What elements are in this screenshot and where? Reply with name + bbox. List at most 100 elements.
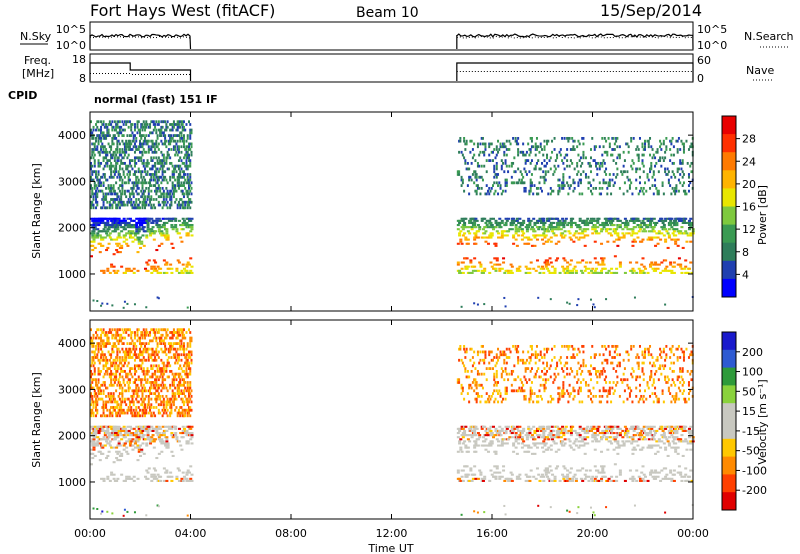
velocity-echo-cell (122, 381, 125, 384)
velocity-echo-cell (113, 328, 116, 332)
power-echo-cell (601, 186, 604, 190)
nsearch-dot (588, 36, 590, 38)
velocity-echo-cell (123, 411, 126, 415)
velocity-echo-cell (167, 425, 171, 428)
power-echo-cell (182, 267, 186, 270)
velocity-echo-cell (132, 475, 136, 478)
velocity-echo-cell (145, 389, 148, 393)
power-echo-cell (111, 136, 114, 140)
power-echo-cell (142, 142, 145, 146)
power-echo-cell (584, 267, 588, 270)
power-echo-cell (144, 221, 148, 224)
power-echo-cell (680, 267, 684, 270)
power-echo-cell (479, 265, 483, 268)
power-echo-cell (184, 206, 187, 210)
power-echo-cell (131, 206, 134, 210)
velocity-echo-cell (116, 353, 119, 357)
power-echo-cell (169, 142, 172, 146)
freq-trace (89, 62, 694, 81)
power-echo-cell (176, 139, 179, 143)
power-echo-cell (623, 271, 627, 274)
velocity-echo-cell (167, 400, 170, 404)
power-echo-cell (546, 261, 550, 264)
power-echo-cell (586, 234, 590, 237)
power-echo-cell (136, 221, 140, 224)
power-echo-cell (596, 219, 600, 222)
power-echo-cell (626, 170, 629, 174)
velocity-echo-cell (120, 333, 123, 337)
power-echo-cell (524, 161, 527, 165)
power-echo-cell (165, 195, 168, 199)
velocity-echo-cell (162, 434, 166, 437)
nsearch-dot (585, 36, 587, 38)
velocity-echo-cell (149, 442, 153, 445)
power-echo-cell (187, 263, 191, 266)
power-echo-cell (600, 242, 604, 245)
power-echo-cell (162, 192, 165, 196)
power-echo-cell (566, 181, 569, 185)
power-echo-cell (623, 223, 627, 227)
power-echo-cell (118, 236, 122, 239)
velocity-echo-cell (177, 342, 180, 345)
power-echo-cell (562, 173, 565, 176)
power-y-axis-label: Slant Range [km] (30, 163, 43, 259)
power-echo-cell (130, 148, 133, 151)
nave-dot (543, 71, 545, 72)
power-echo-cell (654, 164, 657, 168)
velocity-echo-cell (157, 383, 160, 387)
power-echo-cell (138, 128, 141, 132)
velocity-echo-cell (102, 477, 106, 480)
power-echo-cell (166, 238, 170, 241)
velocity-echo-cell (127, 333, 130, 337)
velocity-echo-cell (179, 444, 183, 447)
power-echo-cell (171, 181, 174, 185)
velocity-echo-cell (177, 408, 180, 412)
power-echo-cell (598, 223, 602, 227)
power-echo-cell (166, 192, 169, 196)
power-echo-cell (116, 131, 119, 135)
velocity-echo-cell (120, 411, 123, 415)
power-echo-cell (190, 271, 194, 274)
power-echo-cell (122, 221, 126, 224)
velocity-echo-cell (95, 381, 98, 384)
velocity-echo-cell (118, 406, 121, 409)
power-echo-cell (125, 221, 129, 224)
nave-dot (654, 71, 656, 72)
power-echo-cell (557, 178, 560, 182)
power-echo-cell (167, 217, 171, 220)
velocity-echo-cell (161, 328, 164, 332)
power-echo-cell (102, 228, 106, 231)
power-echo-cell (459, 230, 463, 233)
velocity-echo-cell (146, 434, 150, 437)
velocity-echo-cell (110, 364, 113, 368)
power-echo-cell (179, 164, 182, 168)
nsearch-dot (474, 37, 476, 39)
velocity-echo-cell (90, 328, 92, 332)
velocity-echo-cell (110, 446, 114, 449)
velocity-echo-cell (102, 331, 105, 334)
power-echo-cell (508, 164, 511, 168)
power-echo-cell (689, 217, 693, 220)
power-echo-cell (517, 221, 521, 224)
velocity-echo-cell (169, 471, 173, 474)
velocity-echo-cell (136, 429, 140, 432)
velocity-echo-cell (121, 408, 124, 412)
power-echo-cell (117, 134, 120, 137)
velocity-echo-cell (172, 403, 175, 407)
power-echo-cell (628, 186, 631, 190)
nsearch-dot (507, 37, 509, 39)
power-echo-cell (527, 238, 531, 241)
power-echo-cell (595, 232, 599, 235)
power-echo-cell (152, 219, 156, 222)
nsearch-dot (171, 36, 172, 38)
power-echo-cell (667, 170, 670, 174)
velocity-echo-cell (162, 467, 166, 470)
velocity-echo-cell (125, 475, 129, 478)
power-echo-cell (147, 219, 151, 222)
power-echo-cell (126, 189, 129, 193)
power-echo-cell (180, 145, 183, 149)
velocity-echo-cell (174, 356, 177, 359)
power-echo-cell (650, 236, 654, 239)
power-echo-cell (530, 244, 534, 247)
power-echo-cell (538, 181, 541, 185)
